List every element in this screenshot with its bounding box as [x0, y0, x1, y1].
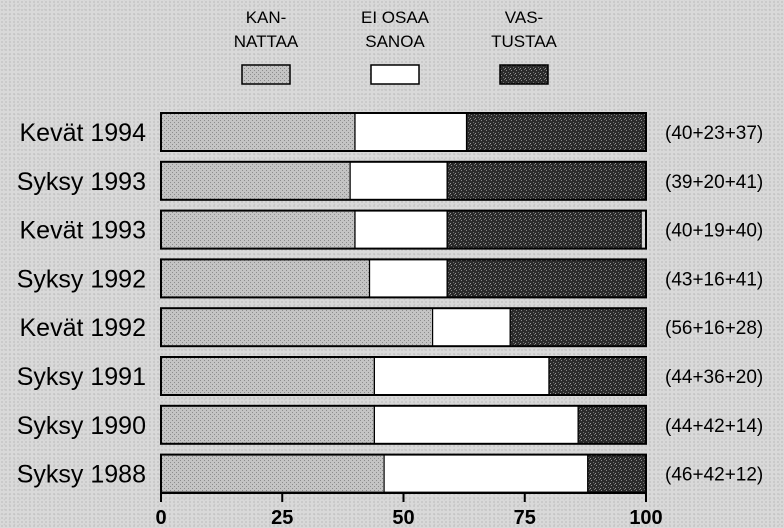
x-tick-label: 25: [271, 507, 293, 528]
bar-segment: [368, 258, 448, 298]
category-label: Syksy 1988: [17, 461, 146, 489]
bar-segment: [160, 454, 385, 494]
bar-annotation: (39+20+41): [665, 172, 763, 193]
legend-label: EI OSAA: [361, 8, 430, 27]
bar-segment: [160, 161, 351, 201]
bar-segment: [160, 356, 375, 396]
bar-annotations: (40+23+37) (39+20+41) (40+19+40) (43+16+41)…: [665, 123, 763, 486]
bar-segment: [465, 112, 647, 152]
legend: KAN- NATTAA EI OSAA SANOA VAS- TUSTAA: [234, 8, 558, 85]
category-label: Syksy 1990: [17, 412, 146, 440]
category-labels: Kevät 1994 Syksy 1993 Kevät 1993 Syksy 1992…: [17, 119, 146, 489]
bar-outline: [160, 160, 647, 201]
bar-annotation: (40+19+40): [665, 221, 763, 242]
bar-segment: [509, 307, 647, 347]
bar-segment: [432, 307, 511, 347]
bar-segment: [577, 405, 647, 445]
bar-segment: [383, 454, 589, 494]
category-label: Kevät 1994: [20, 119, 147, 147]
legend-swatch: [370, 64, 420, 85]
bar-outline: [160, 404, 647, 445]
legend-swatch: [499, 64, 549, 85]
category-label: Syksy 1991: [17, 363, 146, 391]
bar-segment: [446, 258, 647, 298]
bar-annotation: (44+42+14): [665, 416, 763, 437]
bar-segment: [354, 112, 468, 152]
x-tick-label: 75: [514, 507, 536, 528]
bar-outline: [160, 209, 647, 250]
legend-label: SANOA: [365, 32, 425, 51]
bar-annotation: (56+16+28): [665, 318, 763, 339]
category-label: Syksy 1992: [17, 265, 146, 293]
bar-annotation: (43+16+41): [665, 269, 763, 290]
bar-segment: [160, 307, 434, 347]
legend-swatch: [241, 64, 291, 85]
legend-label: NATTAA: [234, 32, 299, 51]
bar-outline: [160, 356, 647, 396]
bar-annotation: (40+23+37): [665, 123, 763, 144]
bar-segment: [587, 454, 647, 494]
bar-segment: [373, 356, 550, 396]
x-tick-label: 50: [392, 507, 414, 528]
x-tick-label: 0: [155, 507, 166, 528]
bar-annotation: (44+36+20): [665, 367, 763, 388]
bar-segment: [160, 112, 356, 152]
category-label: Syksy 1993: [17, 168, 146, 196]
bars-group: [160, 112, 647, 494]
bar-segment: [160, 405, 375, 445]
bar-segment: [349, 161, 448, 201]
bar-segment: [373, 405, 579, 445]
bar-segment: [446, 161, 647, 201]
bar-segment: [160, 258, 371, 298]
legend-label: VAS-: [505, 8, 543, 27]
category-label: Kevät 1992: [20, 314, 147, 342]
bar-segment: [160, 210, 356, 250]
bar-segment: [548, 356, 647, 396]
bar-outline: [160, 112, 647, 152]
bar-segment: [446, 210, 642, 250]
bar-outline: [160, 258, 647, 299]
x-tick-label: 100: [629, 507, 662, 528]
category-label: Kevät 1993: [20, 217, 147, 245]
bar-segment: [354, 210, 448, 250]
bar-outline: [160, 307, 647, 348]
legend-label: KAN-: [246, 8, 287, 27]
bar-annotation: (46+42+12): [665, 465, 763, 486]
legend-label: TUSTAA: [491, 32, 557, 51]
x-axis: 0 25 50 75 100: [155, 492, 663, 528]
